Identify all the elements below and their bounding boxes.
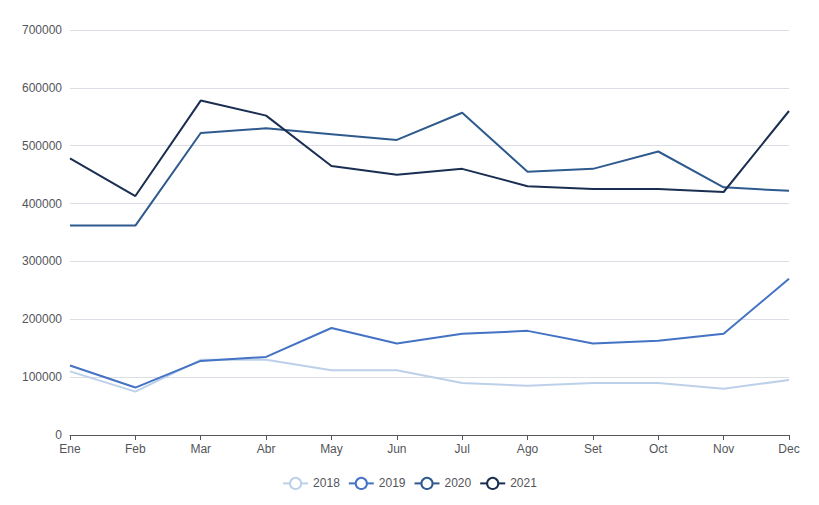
svg-text:Jul: Jul <box>455 442 470 456</box>
svg-text:Jun: Jun <box>387 442 406 456</box>
svg-text:400000: 400000 <box>22 197 62 211</box>
svg-text:Ene: Ene <box>59 442 81 456</box>
svg-text:600000: 600000 <box>22 81 62 95</box>
svg-text:Mar: Mar <box>190 442 211 456</box>
svg-text:300000: 300000 <box>22 254 62 268</box>
svg-text:500000: 500000 <box>22 139 62 153</box>
svg-text:Nov: Nov <box>713 442 734 456</box>
svg-text:Abr: Abr <box>257 442 276 456</box>
svg-text:May: May <box>320 442 343 456</box>
svg-text:Oct: Oct <box>649 442 668 456</box>
svg-text:Dec: Dec <box>778 442 799 456</box>
svg-text:Set: Set <box>584 442 603 456</box>
svg-text:2020: 2020 <box>445 476 472 490</box>
svg-text:0: 0 <box>55 428 62 442</box>
svg-text:Feb: Feb <box>125 442 146 456</box>
svg-text:200000: 200000 <box>22 312 62 326</box>
svg-text:Ago: Ago <box>517 442 539 456</box>
svg-text:700000: 700000 <box>22 23 62 37</box>
svg-text:2021: 2021 <box>510 476 537 490</box>
svg-text:100000: 100000 <box>22 370 62 384</box>
svg-text:2019: 2019 <box>379 476 406 490</box>
svg-text:2018: 2018 <box>313 476 340 490</box>
